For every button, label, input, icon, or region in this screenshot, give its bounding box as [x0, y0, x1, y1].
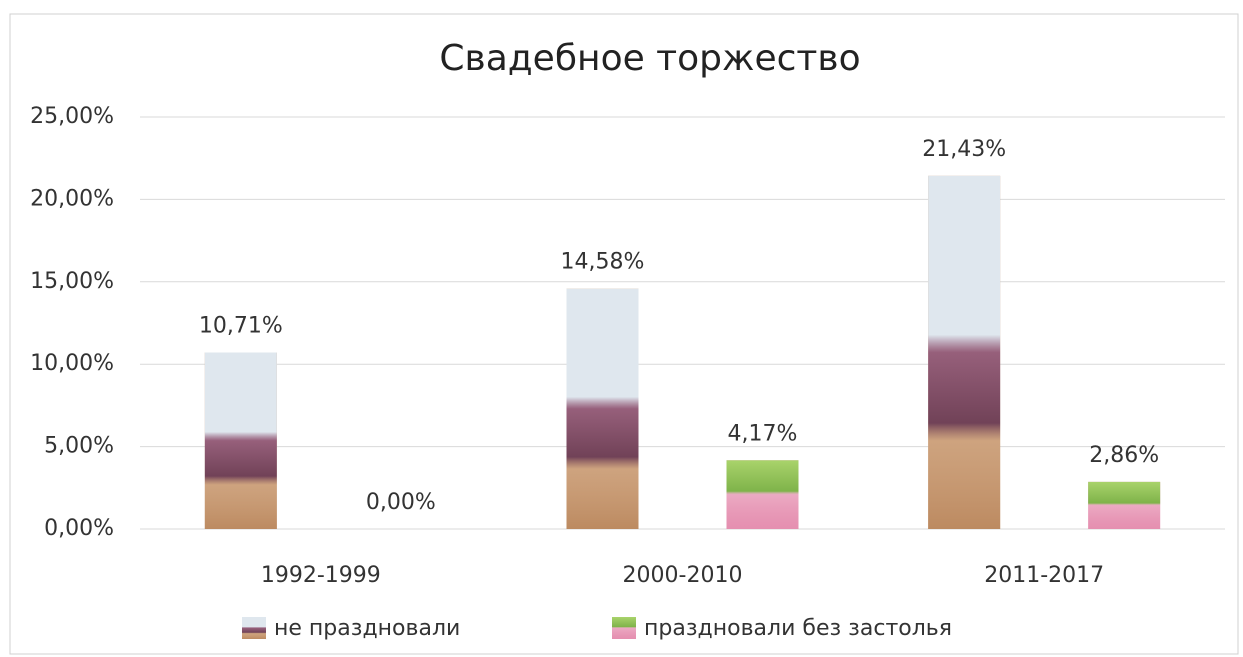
legend-label: не праздновали [274, 616, 460, 641]
x-tick-label: 1992-1999 [261, 563, 381, 588]
legend-swatch-texture [242, 617, 266, 639]
x-tick-label: 2000-2010 [623, 563, 743, 588]
y-tick-label: 15,00% [30, 269, 114, 294]
bar-texture [204, 352, 277, 529]
y-tick-label: 20,00% [30, 186, 114, 211]
y-tick-label: 5,00% [44, 434, 114, 459]
bar-texture [928, 175, 1001, 529]
y-tick-label: 0,00% [44, 516, 114, 541]
bar-texture [1088, 481, 1161, 529]
bar-texture [566, 288, 639, 529]
y-tick-label: 10,00% [30, 351, 114, 376]
data-label: 2,86% [1089, 443, 1159, 468]
data-label: 4,17% [728, 421, 798, 446]
data-label: 10,71% [199, 313, 283, 338]
bar-texture [726, 460, 799, 529]
chart-frame [9, 13, 1239, 655]
chart-title: Свадебное торжество [439, 38, 860, 79]
legend-label: праздновали без застолья [644, 616, 952, 641]
y-tick-label: 25,00% [30, 104, 114, 129]
legend-swatch-texture [612, 617, 636, 639]
data-label: 0,00% [366, 490, 436, 515]
x-tick-label: 2011-2017 [984, 563, 1104, 588]
data-label: 21,43% [922, 137, 1006, 162]
data-label: 14,58% [561, 250, 645, 275]
